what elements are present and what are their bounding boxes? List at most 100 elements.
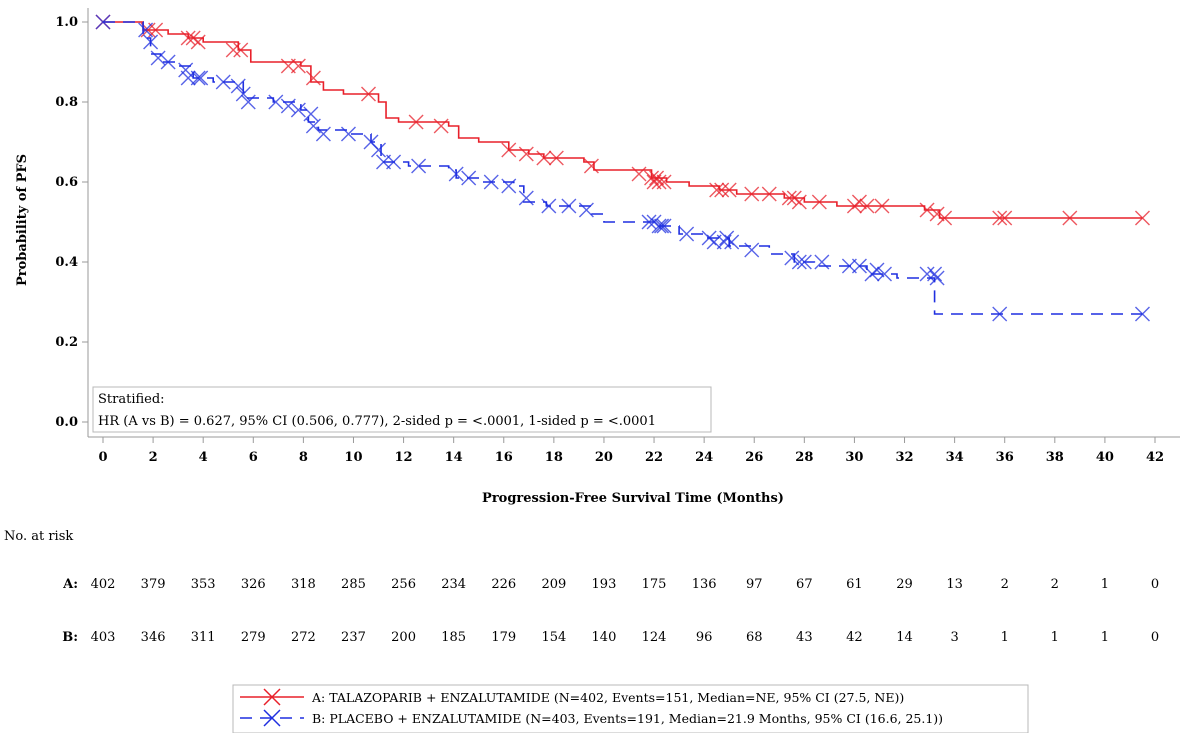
x-tick-label: 42	[1146, 450, 1164, 465]
risk-value: 237	[341, 630, 366, 645]
risk-value: 68	[746, 630, 763, 645]
legend-marker-b	[263, 709, 281, 727]
risk-value: 185	[441, 630, 466, 645]
censor-marker	[95, 14, 111, 30]
censor-marker	[721, 182, 737, 198]
censor-marker	[230, 78, 246, 94]
x-tick-label: 6	[249, 450, 258, 465]
censor-marker	[919, 202, 935, 218]
censor-marker	[548, 150, 564, 166]
x-tick-label: 32	[895, 450, 913, 465]
censor-marker	[929, 270, 945, 286]
x-axis: 0 2 4 6 8 10 12 14 16 18 20 22 24 26 28 30 32 34 36 38 40 42	[98, 437, 1164, 465]
risk-value: 179	[491, 630, 516, 645]
x-tick-label: 4	[199, 450, 208, 465]
x-axis-title: Progression-Free Survival Time (Months)	[482, 491, 784, 506]
risk-value: 0	[1151, 630, 1159, 645]
censor-marker	[716, 234, 732, 250]
censor-marker	[724, 234, 740, 250]
x-tick-label: 0	[98, 450, 107, 465]
risk-value: 14	[896, 630, 913, 645]
risk-value: 175	[642, 577, 667, 592]
censor-marker	[501, 142, 517, 158]
legend-frame	[232, 684, 1029, 734]
censor-marker	[160, 54, 176, 70]
x-tick-label: 16	[495, 450, 513, 465]
series-line-a	[103, 21, 1143, 219]
censor-marker	[1062, 210, 1078, 226]
y-tick-label: 0.4	[55, 255, 78, 270]
censor-marker	[937, 210, 953, 226]
censor-marker	[583, 158, 599, 174]
risk-value: 311	[191, 630, 216, 645]
x-tick-label: 30	[845, 450, 863, 465]
y-axis: 0.0 0.2 0.4 0.6 0.8 1.0	[55, 15, 88, 430]
censor-marker	[561, 198, 577, 214]
censor-marker	[876, 266, 892, 282]
x-tick-label: 12	[395, 450, 413, 465]
x-tick-label: 14	[445, 450, 463, 465]
y-tick-label: 0.6	[55, 175, 78, 190]
risk-table-title: No. at risk	[4, 529, 73, 544]
y-tick-label: 1.0	[55, 15, 78, 30]
risk-value: 2	[1051, 577, 1059, 592]
censor-marker	[518, 146, 534, 162]
censor-marker	[784, 250, 800, 266]
censor-marker	[874, 198, 890, 214]
legend: A: TALAZOPARIB + ENZALUTAMIDE (N=402, Ev…	[232, 684, 1029, 734]
censor-marker	[340, 126, 356, 142]
x-tick-label: 2	[149, 450, 158, 465]
risk-value: 403	[91, 630, 116, 645]
censor-marker	[781, 190, 797, 206]
y-axis-title: Probability of PFS	[15, 154, 30, 286]
risk-value: 67	[796, 577, 813, 592]
x-tick-label: 18	[545, 450, 563, 465]
series-b	[95, 14, 1150, 322]
risk-value: 154	[541, 630, 566, 645]
censor-marker	[433, 118, 449, 134]
risk-value: 256	[391, 577, 416, 592]
censor-marker	[233, 42, 249, 58]
censor-marker	[651, 218, 667, 234]
annotation-line-2: HR (A vs B) = 0.627, 95% CI (0.506, 0.77…	[98, 414, 656, 429]
risk-value: 140	[592, 630, 617, 645]
risk-value: 226	[491, 577, 516, 592]
x-tick-label: 26	[745, 450, 763, 465]
annotation-line-1: Stratified:	[98, 392, 165, 407]
censor-marker	[679, 226, 695, 242]
censor-marker	[143, 34, 159, 50]
censor-marker	[193, 70, 209, 86]
censor-marker	[290, 102, 306, 118]
censor-marker	[461, 170, 477, 186]
risk-value: 3	[950, 630, 958, 645]
x-tick-label: 34	[946, 450, 964, 465]
risk-value: 96	[696, 630, 713, 645]
y-tick-label: 0.2	[55, 335, 78, 350]
y-tick-label: 0.8	[55, 95, 78, 110]
legend-label-a: A: TALAZOPARIB + ENZALUTAMIDE (N=402, Ev…	[311, 690, 904, 705]
risk-value: 42	[846, 630, 863, 645]
y-tick-label: 0.0	[55, 415, 78, 430]
censor-marker	[1134, 210, 1150, 226]
censor-marker	[631, 166, 647, 182]
censor-marker	[796, 254, 812, 270]
risk-value: 124	[642, 630, 667, 645]
censor-marker	[518, 190, 534, 206]
censor-marker	[386, 154, 402, 170]
risk-row-label: B:	[62, 630, 78, 645]
risk-value: 234	[441, 577, 466, 592]
censor-marker	[654, 218, 670, 234]
risk-row-label: A:	[62, 577, 78, 592]
x-tick-label: 38	[1046, 450, 1064, 465]
risk-value: 402	[91, 577, 116, 592]
risk-value: 97	[746, 577, 763, 592]
censor-marker	[811, 194, 827, 210]
series-line-b	[103, 21, 1143, 315]
risk-value: 29	[896, 577, 913, 592]
censor-marker	[744, 242, 760, 258]
censor-marker	[992, 210, 1008, 226]
risk-value: 1	[1101, 630, 1109, 645]
censor-marker	[761, 186, 777, 202]
censor-marker	[929, 206, 945, 222]
